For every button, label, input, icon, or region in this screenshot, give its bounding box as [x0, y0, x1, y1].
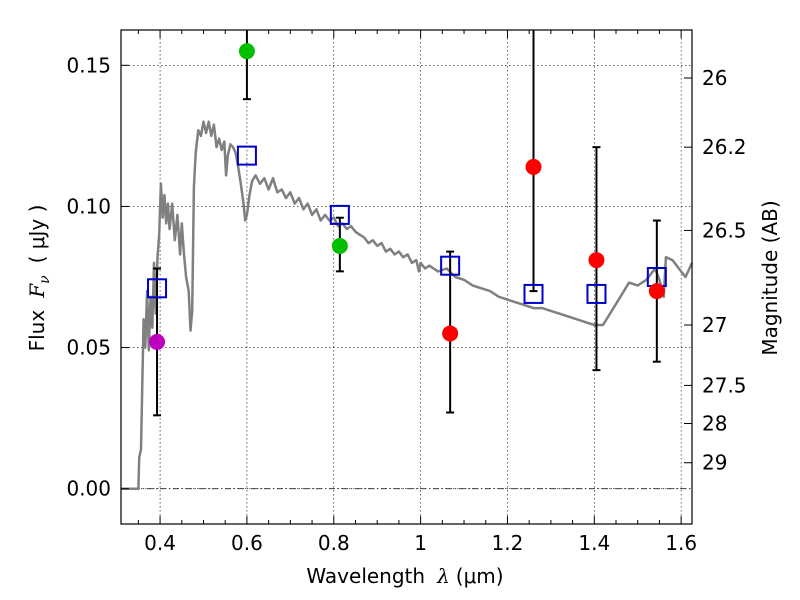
model-photometry-square: [586, 283, 607, 304]
model-photometry-square: [523, 283, 544, 304]
points-layer: [147, 43, 667, 350]
model-photometry-square: [147, 278, 168, 299]
y2-tick-label: 27.5: [702, 373, 747, 397]
y-axis-title: FluxFν( μJy ): [25, 205, 53, 352]
model-sed-line: [121, 120, 694, 490]
x-tick-label: 1.2: [492, 531, 524, 555]
y-tick-label: 0.10: [66, 194, 111, 218]
observed-flux-point: [149, 333, 166, 350]
sed-layer: [121, 120, 694, 490]
y2-tick-label: 27: [702, 313, 727, 337]
grid-layer: [121, 30, 692, 524]
observed-flux-point: [525, 158, 542, 175]
observed-flux-point: [238, 43, 255, 60]
axes-layer: 0.4 0.6 0.8 1 1.2 1.4 1.6 0.00 0.05 0.10 0.15 26 26.…: [66, 29, 747, 555]
observed-flux-point: [648, 283, 665, 300]
y2-tick-label: 28: [702, 412, 727, 436]
y2-tick-label: 26.2: [702, 135, 747, 159]
labels-layer: Wavelength λ (μm) FluxFν( μJy ) Magnitude …: [25, 200, 782, 588]
observed-flux-point: [442, 325, 459, 342]
y-tick-label: 0.00: [66, 477, 111, 501]
y2-axis-title: Magnitude (AB): [758, 200, 782, 355]
y2-tick-label: 29: [702, 451, 727, 475]
y-tick-label: 0.15: [66, 53, 111, 77]
x-tick-label: 1.4: [578, 531, 610, 555]
x-tick-label: 1: [414, 531, 427, 555]
x-axis-title: Wavelength λ (μm): [306, 564, 503, 588]
x-tick-label: 0.6: [231, 531, 263, 555]
x-tick-label: 1.6: [665, 531, 697, 555]
x-tick-label: 0.4: [144, 531, 176, 555]
model-photometry-square: [440, 255, 461, 276]
observed-flux-point: [331, 237, 348, 254]
model-photometry-square: [329, 204, 350, 225]
observed-flux-point: [588, 252, 605, 269]
model-photometry-square: [236, 145, 257, 166]
plot-frame: [120, 29, 693, 525]
x-tick-label: 0.8: [318, 531, 350, 555]
y2-tick-label: 26: [702, 66, 727, 90]
y2-tick-label: 26.5: [702, 218, 747, 242]
y-tick-label: 0.05: [66, 336, 111, 360]
